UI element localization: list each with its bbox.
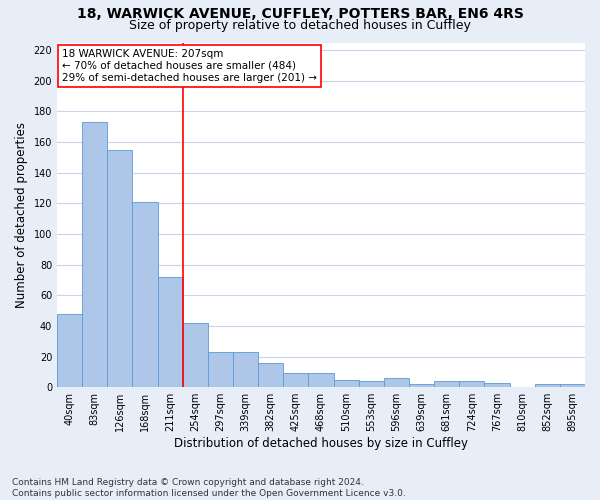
- Bar: [409, 384, 434, 387]
- Text: Size of property relative to detached houses in Cuffley: Size of property relative to detached ho…: [129, 19, 471, 32]
- Text: 18 WARWICK AVENUE: 207sqm
← 70% of detached houses are smaller (484)
29% of semi: 18 WARWICK AVENUE: 207sqm ← 70% of detac…: [62, 50, 317, 82]
- X-axis label: Distribution of detached houses by size in Cuffley: Distribution of detached houses by size …: [174, 437, 468, 450]
- Bar: [57, 314, 82, 387]
- Text: 18, WARWICK AVENUE, CUFFLEY, POTTERS BAR, EN6 4RS: 18, WARWICK AVENUE, CUFFLEY, POTTERS BAR…: [77, 8, 523, 22]
- Bar: [258, 362, 283, 387]
- Bar: [535, 384, 560, 387]
- Bar: [459, 381, 484, 387]
- Bar: [434, 381, 459, 387]
- Bar: [308, 374, 334, 387]
- Bar: [82, 122, 107, 387]
- Y-axis label: Number of detached properties: Number of detached properties: [15, 122, 28, 308]
- Bar: [183, 323, 208, 387]
- Bar: [107, 150, 133, 387]
- Bar: [560, 384, 585, 387]
- Bar: [233, 352, 258, 387]
- Bar: [208, 352, 233, 387]
- Bar: [133, 202, 158, 387]
- Text: Contains HM Land Registry data © Crown copyright and database right 2024.
Contai: Contains HM Land Registry data © Crown c…: [12, 478, 406, 498]
- Bar: [384, 378, 409, 387]
- Bar: [283, 374, 308, 387]
- Bar: [158, 277, 183, 387]
- Bar: [359, 381, 384, 387]
- Bar: [484, 382, 509, 387]
- Bar: [334, 380, 359, 387]
